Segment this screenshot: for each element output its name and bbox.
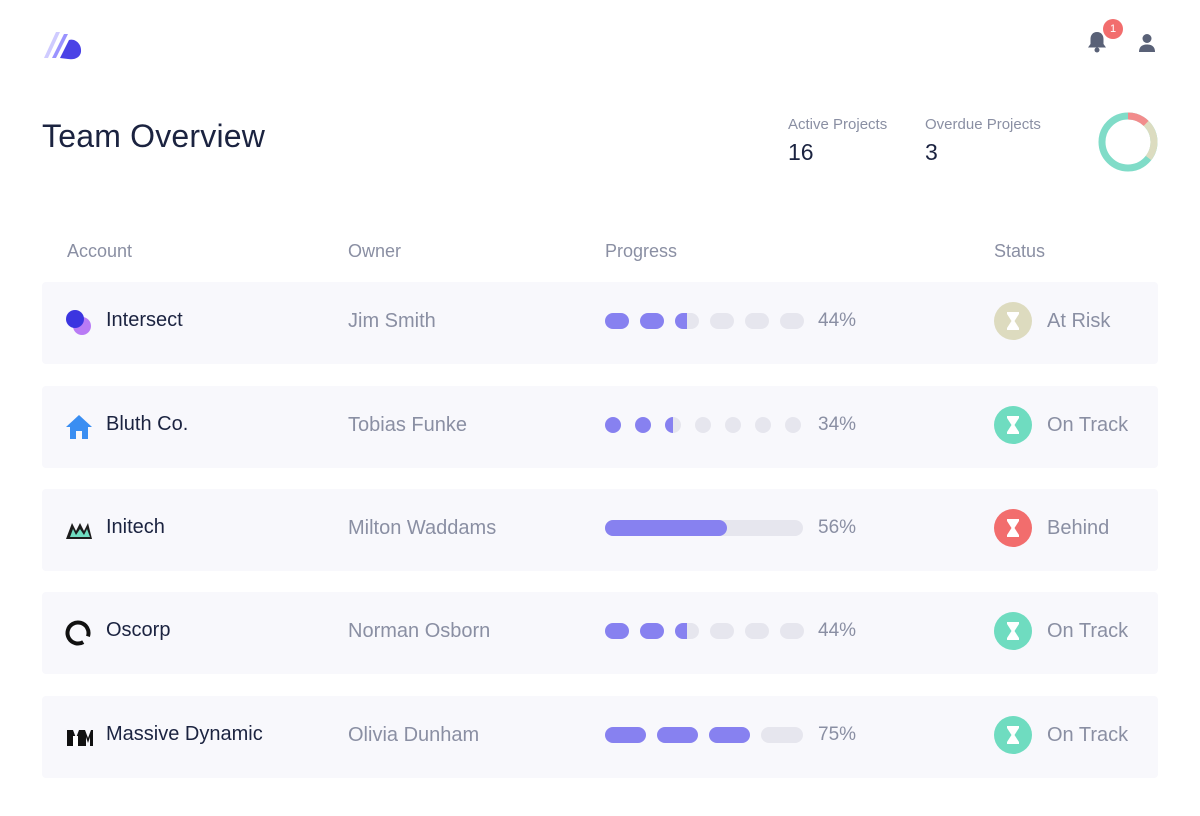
table-row[interactable]: Initech Milton Waddams 56% Behind <box>42 489 1158 571</box>
progress-segment <box>710 623 734 639</box>
status-label: On Track <box>1047 724 1129 746</box>
progress-segment <box>675 313 699 329</box>
progress-segment <box>745 313 769 329</box>
progress-segment <box>780 313 804 329</box>
progress-segment <box>640 623 664 639</box>
progress-dot <box>665 417 681 433</box>
progress-percent: 75% <box>818 724 857 745</box>
projects-donut-chart <box>1098 112 1158 172</box>
progress-segment <box>745 623 769 639</box>
progress-dot <box>725 417 741 433</box>
status-label: At Risk <box>1047 310 1111 332</box>
column-header-status[interactable]: Status <box>994 241 1046 261</box>
progress-indicator <box>605 313 805 329</box>
account-name: Initech <box>106 516 165 538</box>
progress-segment <box>605 313 629 329</box>
progress-indicator <box>605 727 805 743</box>
owner-name: Olivia Dunham <box>348 724 480 746</box>
table-row[interactable]: Massive Dynamic Olivia Dunham 75% On Tra… <box>42 696 1158 778</box>
hourglass-status-icon <box>994 509 1032 547</box>
progress-indicator <box>605 623 805 639</box>
hourglass-status-icon <box>994 406 1032 444</box>
progress-segment <box>780 623 804 639</box>
progress-segment <box>640 313 664 329</box>
progress-segment <box>709 727 750 743</box>
account-name: Bluth Co. <box>106 413 189 435</box>
progress-segment <box>710 313 734 329</box>
column-header-account[interactable]: Account <box>67 241 133 261</box>
overdue-projects-value: 3 <box>925 139 938 165</box>
hourglass-status-icon <box>994 612 1032 650</box>
progress-percent: 44% <box>818 620 857 641</box>
active-projects-label: Active Projects <box>788 116 888 133</box>
active-projects-stat: Active Projects 16 <box>788 116 887 166</box>
progress-dot <box>635 417 651 433</box>
donut-segment-at-risk <box>1098 112 1158 172</box>
overdue-projects-stat: Overdue Projects 3 <box>925 116 1041 166</box>
progress-percent: 56% <box>818 517 857 538</box>
table-row[interactable]: Bluth Co. Tobias Funke 34% On Track <box>42 386 1158 468</box>
bell-icon[interactable] <box>1086 30 1108 54</box>
status-label: Behind <box>1047 517 1110 539</box>
column-header-owner[interactable]: Owner <box>348 241 402 261</box>
progress-percent: 44% <box>818 310 857 331</box>
intersect-logo-icon <box>66 310 91 335</box>
progress-segment <box>761 727 803 743</box>
owner-name: Milton Waddams <box>348 517 497 539</box>
progress-dot <box>605 417 621 433</box>
progress-segment <box>605 623 629 639</box>
hourglass-status-icon <box>994 716 1032 754</box>
status-label: On Track <box>1047 414 1129 436</box>
progress-indicator <box>605 520 805 536</box>
account-name: Massive Dynamic <box>106 723 263 745</box>
column-header-progress[interactable]: Progress <box>605 241 678 261</box>
progress-dot <box>695 417 711 433</box>
owner-name: Tobias Funke <box>348 414 467 436</box>
progress-indicator <box>605 417 805 433</box>
user-icon[interactable] <box>1136 32 1158 54</box>
account-name: Oscorp <box>106 619 171 641</box>
progress-percent: 34% <box>818 414 857 435</box>
progress-dot <box>785 417 801 433</box>
progress-segment <box>605 727 646 743</box>
progress-bar-fill <box>605 520 727 536</box>
house-logo-icon <box>66 415 92 439</box>
account-name: Intersect <box>106 309 183 331</box>
progress-segment <box>675 623 699 639</box>
notification-count-badge[interactable]: 1 <box>1103 19 1123 39</box>
oscorp-logo-icon <box>65 620 91 646</box>
table-row[interactable]: Oscorp Norman Osborn 44% On Track <box>42 592 1158 674</box>
app-logo-icon[interactable] <box>42 28 84 62</box>
page-title: Team Overview <box>42 118 266 154</box>
massive-dynamic-logo-icon <box>67 730 93 746</box>
owner-name: Jim Smith <box>348 310 436 332</box>
active-projects-value: 16 <box>788 139 814 165</box>
overdue-projects-label: Overdue Projects <box>925 116 1041 133</box>
status-label: On Track <box>1047 620 1129 642</box>
table-row[interactable]: Intersect Jim Smith 44% At Risk <box>42 282 1158 364</box>
donut-segment-overdue <box>1098 112 1158 172</box>
owner-name: Norman Osborn <box>348 620 491 642</box>
hourglass-status-icon <box>994 302 1032 340</box>
initech-logo-icon <box>66 523 92 539</box>
progress-segment <box>657 727 698 743</box>
progress-dot <box>755 417 771 433</box>
